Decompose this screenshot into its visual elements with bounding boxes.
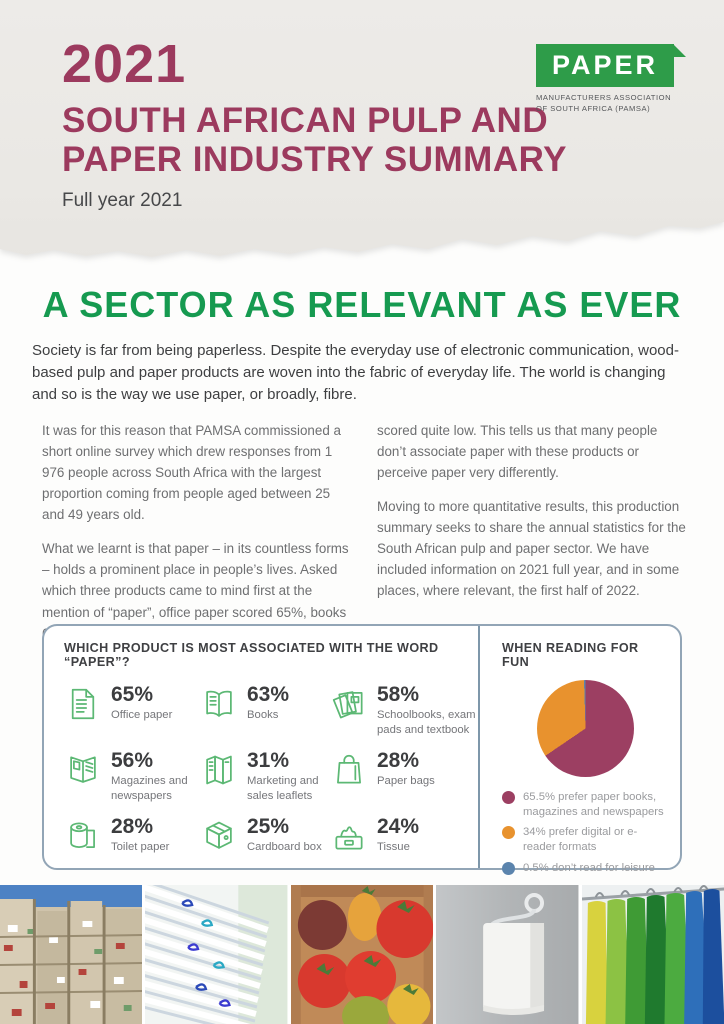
report-title: SOUTH AFRICAN PULP AND PAPER INDUSTRY SU… — [62, 101, 724, 180]
tomatoes-in-box-photo — [290, 885, 434, 1024]
paper-fold-icon — [673, 44, 686, 57]
legend-dot-paper — [502, 791, 515, 804]
stat-paper-bags: 28% Paper bags — [330, 749, 480, 816]
tomatoes-in-box-image — [290, 885, 434, 1024]
legend-dot-digital — [502, 826, 515, 840]
clothes-on-hangers-image — [581, 885, 724, 1024]
leaflets-icon — [206, 755, 232, 785]
paper-bag-icon — [337, 754, 361, 784]
stats-grid: 65% Office paper 63% Books — [64, 683, 476, 882]
product-association-panel: WHICH PRODUCT IS MOST ASSOCIATED WITH TH… — [44, 626, 480, 868]
legend-dot-none — [502, 861, 515, 875]
legend-item: 65.5% prefer paper books, magazines and … — [502, 790, 668, 819]
stat-cardboard-box: 25% Cardboard box — [200, 815, 330, 882]
stat-schoolbooks: 58% Schoolbooks, exam pads and textbook — [330, 683, 480, 750]
report-title-line1: SOUTH AFRICAN PULP AND — [62, 100, 549, 140]
tissue-icon — [335, 826, 363, 850]
stat-tissue: 24% Tissue — [330, 815, 480, 882]
pie-chart — [536, 680, 634, 777]
stat-books: 63% Books — [200, 683, 330, 750]
magazines-icon — [70, 756, 96, 783]
intro-paragraph: Society is far from being paperless. Des… — [32, 342, 679, 404]
paragraph: Moving to more quantitative results, thi… — [377, 499, 686, 599]
office-paper-icon — [71, 688, 95, 720]
pamsa-logo: PAPER MANUFACTURERS ASSOCIATION OF SOUTH… — [536, 44, 686, 115]
paragraph: It was for this reason that PAMSA commis… — [42, 423, 341, 523]
schoolbooks-icon — [332, 691, 363, 719]
reading-for-fun-panel: WHEN READING FOR FUN 65.5% prefer paper … — [480, 626, 680, 875]
paragraph: scored quite low. This tells us that man… — [377, 423, 658, 481]
stat-toilet-paper: 28% Toilet paper — [64, 815, 200, 882]
report-title-line2: PAPER INDUSTRY SUMMARY — [62, 140, 567, 180]
section-heading: A SECTOR AS RELEVANT AS EVER — [42, 284, 682, 325]
stacked-documents-image — [145, 885, 288, 1024]
photo-strip — [0, 885, 724, 1024]
report-year: 2021 — [62, 34, 187, 94]
cardboard-box-icon — [206, 821, 232, 849]
legend-item: 0.5% don’t read for leisure — [502, 861, 668, 876]
stacked-documents-photo — [145, 885, 288, 1024]
recycled-paper-bales-photo — [0, 885, 143, 1024]
toilet-paper-roll-image — [436, 885, 579, 1024]
masthead: 2021 SOUTH AFRICAN PULP AND PAPER INDUST… — [0, 0, 724, 262]
infographic-panel: WHICH PRODUCT IS MOST ASSOCIATED WITH TH… — [42, 624, 682, 875]
product-association-title: WHICH PRODUCT IS MOST ASSOCIATED WITH TH… — [64, 641, 439, 669]
stat-magazines: 56% Magazines and newspapers — [64, 749, 200, 816]
stat-leaflets: 31% Marketing and sales leaflets — [200, 749, 330, 816]
clothes-on-hangers-photo — [581, 885, 724, 1024]
masthead-torn-paper: 2021 SOUTH AFRICAN PULP AND PAPER INDUST… — [0, 0, 724, 257]
stat-office-paper: 65% Office paper — [64, 683, 200, 750]
pamsa-logo-caption: MANUFACTURERS ASSOCIATION OF SOUTH AFRIC… — [536, 93, 672, 114]
legend-item: 34% prefer digital or e-reader formats — [502, 825, 668, 854]
toilet-paper-icon — [70, 822, 95, 848]
pamsa-logo-mark: PAPER — [536, 44, 686, 87]
recycled-paper-bales-image — [0, 885, 143, 1024]
pamsa-logo-wordmark: PAPER — [551, 50, 659, 80]
toilet-paper-roll-photo — [436, 885, 579, 1024]
report-subtitle: Full year 2021 — [62, 189, 183, 211]
books-icon — [206, 690, 232, 717]
reading-for-fun-title: WHEN READING FOR FUN — [502, 641, 639, 669]
pie-legend: 65.5% prefer paper books, magazines and … — [502, 790, 668, 875]
